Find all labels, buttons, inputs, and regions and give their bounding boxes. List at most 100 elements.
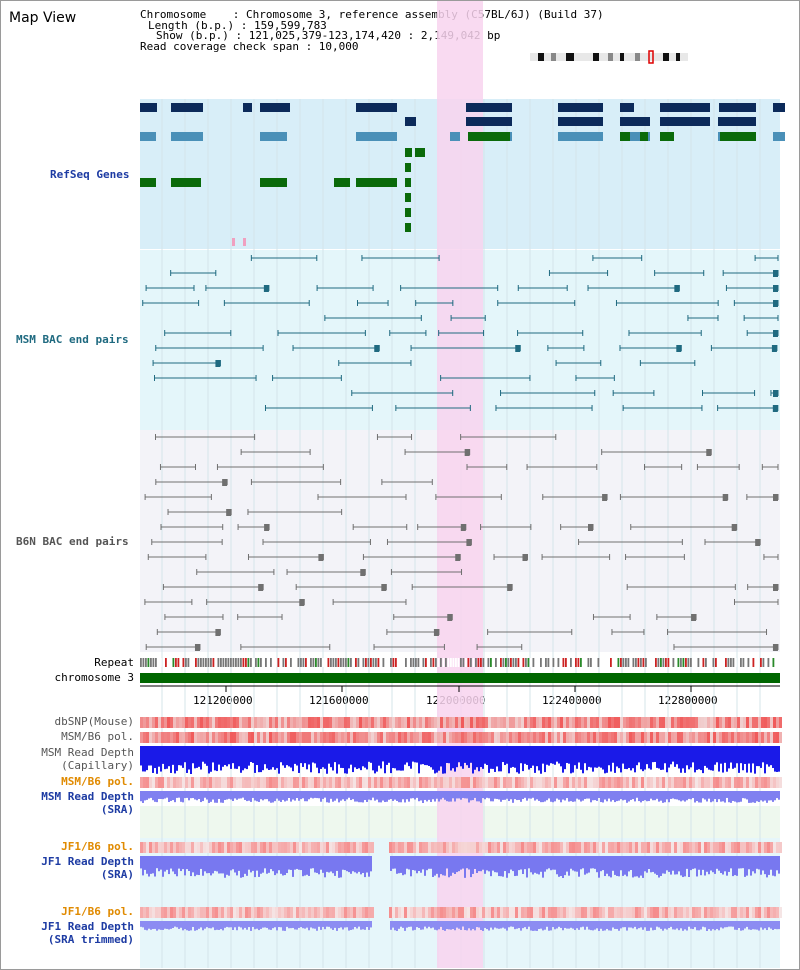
jf1-pol2-cell	[617, 907, 620, 918]
track-label-b6n-bac[interactable]: B6N BAC end pairs	[16, 535, 129, 548]
msm-pol2-cell	[716, 777, 719, 788]
jf1-trim-depth-bar	[320, 921, 322, 930]
jf1-pol-cell	[314, 842, 317, 853]
jf1-pol2-cell	[191, 907, 194, 918]
track-label-msm-pol-1[interactable]: MSM/B6 pol.	[61, 730, 134, 743]
jf1-trim-depth-bar	[222, 921, 224, 931]
jf1-pol-cell	[713, 842, 716, 853]
msm-pol-cell	[218, 732, 221, 743]
dbsnp-cell	[656, 717, 659, 728]
jf1-pol-cell	[224, 842, 227, 853]
repeat-block	[567, 658, 570, 667]
jf1-depth-bar	[250, 856, 252, 873]
jf1-pol2-cell	[170, 907, 173, 918]
jf1-depth-bar	[284, 856, 286, 876]
jf1-pol-cell	[263, 842, 266, 853]
jf1-trim-depth-bar	[752, 921, 754, 930]
track-label-msm-depth-capillary[interactable]: MSM Read Depth (Capillary)	[41, 746, 134, 772]
msm-pol-cell	[563, 732, 566, 743]
jf1-pol-cell	[500, 842, 503, 853]
jf1-trim-depth-bar	[746, 921, 748, 927]
dbsnp-cell	[320, 717, 323, 728]
refseq-gene	[405, 223, 411, 232]
jf1-pol-cell	[749, 842, 752, 853]
track-label-msm-bac[interactable]: MSM BAC end pairs	[16, 333, 129, 346]
repeat-block	[525, 658, 527, 667]
msm-sra-depth-bar	[352, 791, 354, 800]
msm-pol-cell	[503, 732, 506, 743]
track-label-jf1-pol-1[interactable]: JF1/B6 pol.	[61, 840, 134, 853]
track-label-jf1-pol-2[interactable]: JF1/B6 pol.	[61, 905, 134, 918]
jf1-depth-bar	[550, 856, 552, 871]
jf1-trim-depth-bar	[520, 921, 522, 931]
axis-tick-label-5: 122800000	[658, 694, 718, 707]
jf1-trim-depth-bar	[762, 921, 764, 930]
jf1-pol2-cell	[551, 907, 554, 918]
msm-sra-depth-bar	[230, 791, 232, 800]
msm-cap-depth-bar	[640, 746, 642, 770]
jf1-trim-depth-bar	[538, 921, 540, 930]
msm-cap-depth-bar	[252, 746, 254, 763]
track-label-msm-depth-sra[interactable]: MSM Read Depth (SRA)	[41, 790, 134, 816]
msm-pol-cell	[500, 732, 503, 743]
jf1-depth-bar	[326, 856, 328, 872]
msm-cap-depth-bar	[350, 746, 352, 765]
track-label-msm-pol-2[interactable]: MSM/B6 pol.	[61, 775, 134, 788]
jf1-pol2-cell	[560, 907, 563, 918]
jf1-trim-depth-bar	[370, 921, 372, 928]
dbsnp-cell	[638, 717, 641, 728]
jf1-pol-cell	[656, 842, 659, 853]
jf1-trim-depth-bar	[200, 921, 202, 928]
repeat-block	[510, 658, 512, 667]
jf1-trim-depth-bar	[548, 921, 550, 931]
jf1-depth-bar	[272, 856, 274, 872]
jf1-depth-bar	[724, 856, 726, 872]
dbsnp-cell	[305, 717, 308, 728]
jf1-pol-cell	[668, 842, 671, 853]
track-label-refseq[interactable]: RefSeq Genes	[50, 168, 130, 181]
msm-pol-cell	[497, 732, 500, 743]
jf1-trim-depth-bar	[282, 921, 284, 931]
repeat-block	[777, 658, 780, 667]
msm-cap-depth-bar	[380, 746, 382, 769]
dbsnp-cell	[545, 717, 548, 728]
refseq-gene	[558, 117, 603, 126]
dbsnp-cell	[260, 717, 263, 728]
msm-sra-depth-bar	[178, 791, 180, 798]
msm-pol-cell	[266, 732, 269, 743]
jf1-depth-bar	[164, 856, 166, 872]
dbsnp-cell	[509, 717, 512, 728]
msm-sra-depth-bar	[224, 791, 226, 800]
dbsnp-cell	[494, 717, 497, 728]
jf1-trim-depth-bar	[254, 921, 256, 930]
msm-cap-depth-bar	[512, 746, 514, 767]
msm-pol2-cell	[515, 777, 518, 788]
jf1-trim-depth-bar	[524, 921, 526, 928]
jf1-trim-depth-bar	[412, 921, 414, 931]
dbsnp-cell	[359, 717, 362, 728]
msm-cap-depth-bar	[708, 746, 710, 770]
track-label-dbsnp[interactable]: dbSNP(Mouse)	[54, 715, 134, 728]
repeat-block	[432, 658, 435, 667]
msm-sra-depth-bar	[742, 791, 744, 799]
jf1-pol-cell	[419, 842, 422, 853]
repeat-block	[772, 658, 775, 667]
msm-sra-depth-bar	[400, 791, 402, 803]
repeat-block	[440, 658, 442, 667]
msm-pol2-cell	[254, 777, 257, 788]
jf1-pol-cell	[734, 842, 737, 853]
jf1-depth-bar	[484, 856, 486, 874]
dbsnp-cell	[383, 717, 386, 728]
track-label-jf1-depth-trimmed[interactable]: JF1 Read Depth (SRA trimmed)	[41, 920, 134, 946]
msm-cap-depth-bar	[722, 746, 724, 773]
repeat-block	[327, 658, 330, 667]
msm-pol2-cell	[524, 777, 527, 788]
jf1-depth-bar	[194, 856, 196, 877]
msm-cap-depth-bar	[232, 746, 234, 764]
dbsnp-cell	[632, 717, 635, 728]
dbsnp-cell	[668, 717, 671, 728]
refseq-gene	[640, 132, 648, 141]
jf1-depth-bar	[704, 856, 706, 876]
track-label-jf1-depth[interactable]: JF1 Read Depth (SRA)	[41, 855, 134, 881]
